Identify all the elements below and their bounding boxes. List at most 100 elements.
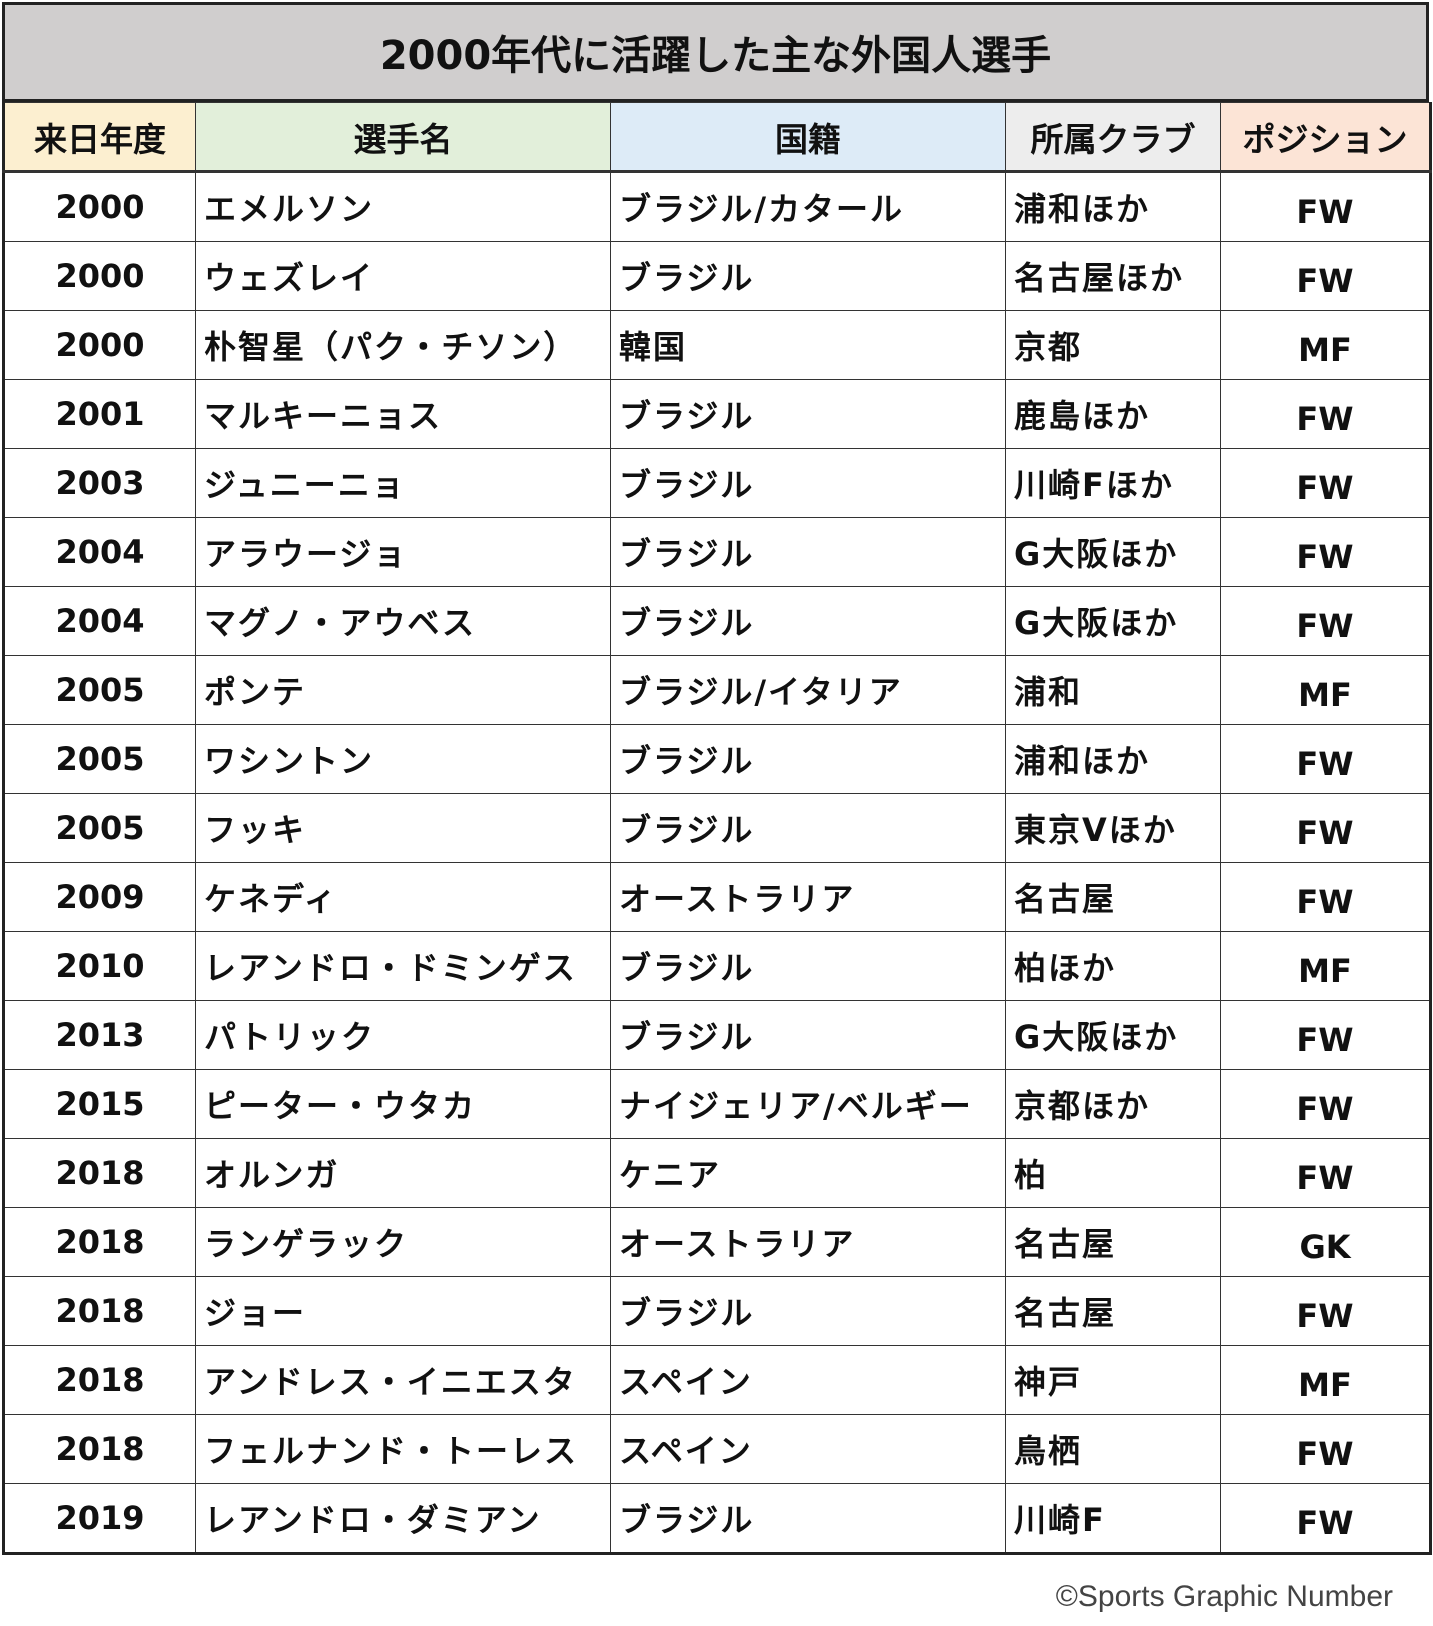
player-name-cell: レアンドロ・ドミンゲス bbox=[195, 931, 611, 1001]
nationality-cell: ブラジル bbox=[610, 517, 1006, 587]
table-row: 2018 オルンガ ケニア柏 FW bbox=[3, 1138, 1431, 1208]
player-name-cell: ジュニーニョ bbox=[195, 448, 611, 518]
player-name-cell: ピーター・ウタカ bbox=[195, 1069, 611, 1139]
nationality-cell: ブラジル/カタール bbox=[610, 171, 1006, 242]
table-row: 2005 フッキ ブラジル 東京Vほか FW bbox=[3, 793, 1431, 863]
player-name-cell: アンドレス・イニエスタ bbox=[195, 1345, 611, 1415]
year-cell: 2000 bbox=[3, 241, 196, 311]
year-cell: 2009 bbox=[3, 862, 196, 932]
table-row: 2003 ジュニーニョ ブラジル 川崎Fほか FW bbox=[3, 448, 1431, 518]
player-name-cell: ウェズレイ bbox=[195, 241, 611, 311]
table-row: 2000 エメルソン ブラジル/カタール 浦和ほか FW bbox=[3, 171, 1431, 242]
header-year: 来日年度 bbox=[3, 102, 196, 173]
position-cell: GK bbox=[1220, 1207, 1431, 1277]
table-row: 2004 マグノ・アウベス ブラジル G大阪ほか FW bbox=[3, 586, 1431, 656]
nationality-cell: ブラジル bbox=[610, 241, 1006, 311]
position-cell: FW bbox=[1220, 448, 1431, 518]
player-name-cell: ケネディ bbox=[195, 862, 611, 932]
nationality-cell: ブラジル/イタリア bbox=[610, 655, 1006, 725]
player-name-cell: オルンガ bbox=[195, 1138, 611, 1208]
year-cell: 2019 bbox=[3, 1483, 196, 1554]
position-cell: FW bbox=[1220, 241, 1431, 311]
nationality-cell: ブラジル bbox=[610, 1276, 1006, 1346]
header-nationality: 国籍 bbox=[610, 102, 1006, 173]
player-name-cell: アラウージョ bbox=[195, 517, 611, 587]
player-name-cell: フェルナンド・トーレス bbox=[195, 1414, 611, 1484]
year-cell: 2018 bbox=[3, 1276, 196, 1346]
copyright: ©Sports Graphic Number bbox=[1055, 1580, 1393, 1613]
club-cell: 名古屋 bbox=[1005, 1207, 1221, 1277]
nationality-cell: ブラジル bbox=[610, 1483, 1006, 1554]
club-cell: G大阪ほか bbox=[1005, 1000, 1221, 1070]
header-club: 所属クラブ bbox=[1005, 102, 1221, 173]
player-name-cell: ランゲラック bbox=[195, 1207, 611, 1277]
year-cell: 2004 bbox=[3, 586, 196, 656]
nationality-cell: ナイジェリア/ベルギー bbox=[610, 1069, 1006, 1139]
club-cell: 名古屋ほか bbox=[1005, 241, 1221, 311]
position-cell: FW bbox=[1220, 1276, 1431, 1346]
player-name-cell: エメルソン bbox=[195, 171, 611, 242]
position-cell: FW bbox=[1220, 862, 1431, 932]
table-row: 2015 ピーター・ウタカ ナイジェリア/ベルギー 京都ほか FW bbox=[3, 1069, 1431, 1139]
year-cell: 2018 bbox=[3, 1345, 196, 1415]
nationality-cell: 韓国 bbox=[610, 310, 1006, 380]
year-cell: 2010 bbox=[3, 931, 196, 1001]
nationality-cell: ブラジル bbox=[610, 793, 1006, 863]
player-name-cell: パトリック bbox=[195, 1000, 611, 1070]
position-cell: FW bbox=[1220, 1414, 1431, 1484]
table-row: 2018 アンドレス・イニエスタ スペイン 神戸 MF bbox=[3, 1345, 1431, 1415]
player-name-cell: マルキーニョス bbox=[195, 379, 611, 449]
nationality-cell: ブラジル bbox=[610, 448, 1006, 518]
club-cell: G大阪ほか bbox=[1005, 517, 1221, 587]
table-row: 2013 パトリック ブラジル G大阪ほか FW bbox=[3, 1000, 1431, 1070]
club-cell: G大阪ほか bbox=[1005, 586, 1221, 656]
players-table: 来日年度 選手名 国籍 所属クラブ ポジション 2000 エメルソン ブラジル/カタール 浦和… bbox=[2, 102, 1432, 1555]
table-row: 2018 ジョー ブラジル 名古屋 FW bbox=[3, 1276, 1431, 1346]
year-cell: 2004 bbox=[3, 517, 196, 587]
year-cell: 2018 bbox=[3, 1414, 196, 1484]
header-player-name: 選手名 bbox=[195, 102, 611, 173]
year-cell: 2018 bbox=[3, 1207, 196, 1277]
club-cell: 柏 bbox=[1005, 1138, 1221, 1208]
position-cell: FW bbox=[1220, 379, 1431, 449]
table-row: 2018 フェルナンド・トーレス スペイン 鳥栖 FW bbox=[3, 1414, 1431, 1484]
club-cell: 川崎Fほか bbox=[1005, 448, 1221, 518]
position-cell: FW bbox=[1220, 793, 1431, 863]
player-name-cell: フッキ bbox=[195, 793, 611, 863]
player-name-cell: ジョー bbox=[195, 1276, 611, 1346]
year-cell: 2005 bbox=[3, 655, 196, 725]
club-cell: 東京Vほか bbox=[1005, 793, 1221, 863]
club-cell: 浦和ほか bbox=[1005, 724, 1221, 794]
club-cell: 浦和 bbox=[1005, 655, 1221, 725]
table-row: 2001 マルキーニョス ブラジル 鹿島ほか FW bbox=[3, 379, 1431, 449]
nationality-cell: ブラジル bbox=[610, 724, 1006, 794]
club-cell: 名古屋 bbox=[1005, 1276, 1221, 1346]
club-cell: 神戸 bbox=[1005, 1345, 1221, 1415]
player-name-cell: ワシントン bbox=[195, 724, 611, 794]
year-cell: 2001 bbox=[3, 379, 196, 449]
table-row: 2009 ケネディ オーストラリア 名古屋 FW bbox=[3, 862, 1431, 932]
table-container: 2000年代に活躍した主な外国人選手 来日年度 選手名 国籍 所属クラブ ポジション 2… bbox=[2, 2, 1432, 1555]
table-row: 2000 ウェズレイ ブラジル 名古屋ほか FW bbox=[3, 241, 1431, 311]
club-cell: 京都ほか bbox=[1005, 1069, 1221, 1139]
player-name-cell: 朴智星（パク・チソン） bbox=[195, 310, 611, 380]
position-cell: FW bbox=[1220, 1138, 1431, 1208]
club-cell: 浦和ほか bbox=[1005, 171, 1221, 242]
club-cell: 京都 bbox=[1005, 310, 1221, 380]
position-cell: MF bbox=[1220, 655, 1431, 725]
year-cell: 2003 bbox=[3, 448, 196, 518]
table-row: 2019 レアンドロ・ダミアン ブラジル 川崎F FW bbox=[3, 1483, 1431, 1554]
nationality-cell: ブラジル bbox=[610, 586, 1006, 656]
position-cell: FW bbox=[1220, 171, 1431, 242]
nationality-cell: スペイン bbox=[610, 1414, 1006, 1484]
club-cell: 川崎F bbox=[1005, 1483, 1221, 1554]
club-cell: 柏ほか bbox=[1005, 931, 1221, 1001]
position-cell: FW bbox=[1220, 724, 1431, 794]
header-row: 来日年度 選手名 国籍 所属クラブ ポジション bbox=[3, 102, 1431, 173]
position-cell: MF bbox=[1220, 1345, 1431, 1415]
nationality-cell: ブラジル bbox=[610, 1000, 1006, 1070]
club-cell: 鳥栖 bbox=[1005, 1414, 1221, 1484]
position-cell: MF bbox=[1220, 931, 1431, 1001]
table-row: 2000 朴智星（パク・チソン） 韓国 京都 MF bbox=[3, 310, 1431, 380]
nationality-cell: スペイン bbox=[610, 1345, 1006, 1415]
